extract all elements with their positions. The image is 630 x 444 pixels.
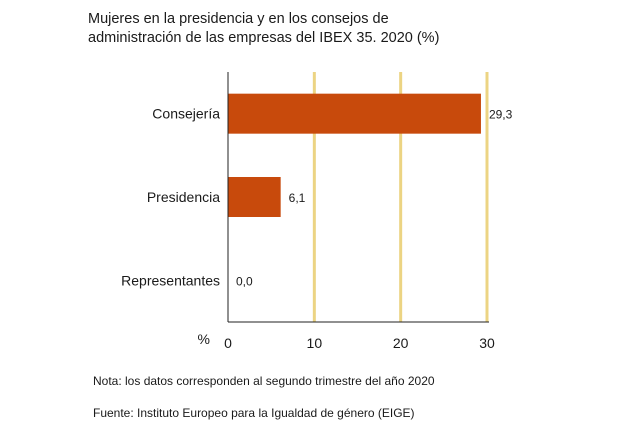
category-label-presidencia: Presidencia	[147, 189, 220, 205]
bar-presidencia	[228, 177, 281, 217]
value-label-consejería: 29,3	[489, 108, 513, 122]
axes	[227, 72, 489, 323]
x-tick-label-10: 10	[307, 335, 323, 351]
chart-title: Mujeres en la presidencia y en los conse…	[88, 10, 508, 48]
x-tick-label-20: 20	[393, 335, 409, 351]
chart-title-line-1: Mujeres en la presidencia y en los conse…	[88, 11, 389, 27]
x-axis-label: %	[198, 331, 210, 347]
x-tick-label-30: 30	[479, 335, 495, 351]
chart-note: Nota: los datos corresponden al segundo …	[93, 374, 435, 388]
value-label-representantes: 0,0	[236, 274, 253, 288]
category-label-representantes: Representantes	[121, 272, 220, 288]
labels: Consejería 29,3 Presidencia 6,1 Representant…	[121, 106, 512, 351]
bar-consejería	[228, 93, 481, 134]
x-tick-label-0: 0	[224, 335, 232, 351]
chart-title-line-2: administración de las empresas del IBEX …	[88, 30, 440, 46]
chart-source: Fuente: Instituto Europeo para la Iguald…	[93, 406, 415, 420]
bars	[228, 93, 481, 217]
value-label-presidencia: 6,1	[289, 191, 306, 205]
category-label-consejería: Consejería	[152, 106, 220, 122]
